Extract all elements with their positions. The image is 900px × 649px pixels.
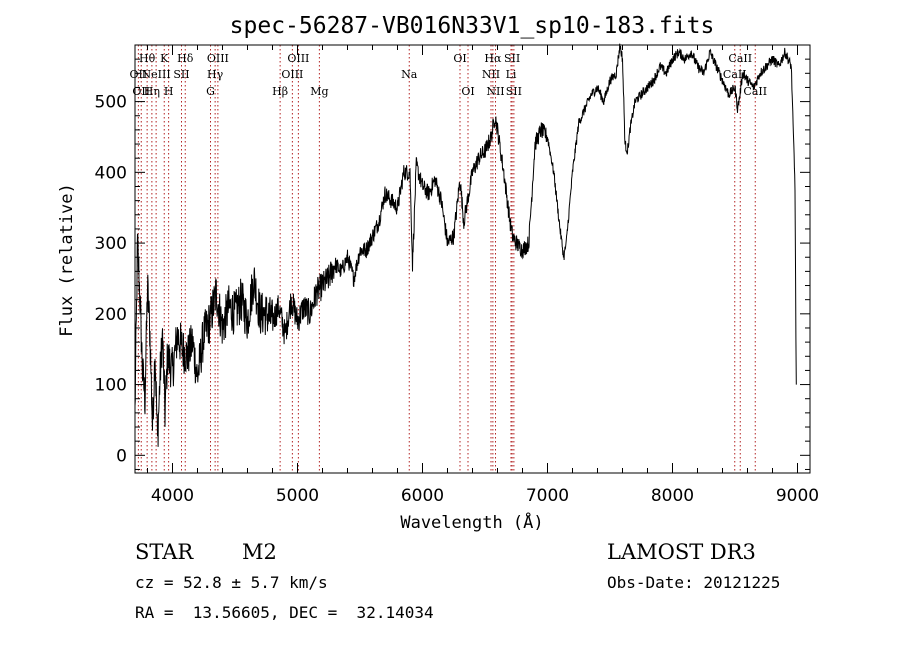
y-axis-label: Flux (relative) — [57, 183, 77, 337]
line-label-16: Na — [401, 68, 418, 81]
line-label-24: SII — [506, 85, 522, 98]
y-tick-label-3: 300 — [95, 234, 127, 254]
coordinates: RA = 13.56605, DEC = 32.14034 — [135, 603, 434, 622]
line-label-18: OI — [461, 85, 474, 98]
line-label-17: OI — [453, 52, 466, 65]
line-label-27: CaII — [743, 85, 767, 98]
line-label-3: Hη — [144, 85, 160, 98]
chart-title: spec-56287-VB016N33V1_sp10-183.fits — [230, 13, 715, 39]
x-tick-label-3: 7000 — [526, 486, 569, 506]
line-label-19: NII — [482, 68, 500, 81]
y-tick-label-5: 500 — [95, 93, 127, 113]
line-label-11: OIII — [207, 52, 229, 65]
line-label-26: CaII — [728, 52, 752, 65]
line-label-25: CaII — [723, 68, 747, 81]
line-label-8: Hδ — [177, 52, 194, 65]
x-tick-label-1: 5000 — [276, 486, 319, 506]
line-label-4: NeIII — [142, 68, 171, 81]
y-axis: 0 100 200 300 400 500 — [95, 58, 810, 470]
redshift-value: cz = 52.8 ± 5.7 km/s — [135, 573, 328, 592]
x-axis-label: Wavelength (Å) — [400, 511, 543, 533]
line-label-1: OII — [132, 85, 150, 98]
observation-date: Obs-Date: 20121225 — [607, 573, 781, 592]
line-label-21: NII — [486, 85, 504, 98]
line-label-5: K — [160, 52, 169, 65]
object-class: STAR — [135, 540, 194, 564]
y-tick-label-2: 200 — [95, 305, 127, 325]
line-label-22: Li — [506, 68, 517, 81]
line-label-12: Hβ — [272, 85, 288, 98]
x-tick-label-4: 8000 — [651, 486, 694, 506]
x-tick-label-5: 9000 — [776, 486, 819, 506]
line-label-13: OIII — [281, 68, 303, 81]
line-labels: OII OII Hθ Hη NeIII K H SII Hδ G Hγ OIII Hβ OIII OIII M… — [130, 52, 768, 98]
y-tick-label-1: 100 — [95, 376, 127, 396]
spectral-subclass: M2 — [242, 540, 277, 564]
y-tick-label-4: 400 — [95, 163, 127, 183]
x-tick-label-0: 4000 — [151, 486, 194, 506]
line-label-14: OIII — [287, 52, 309, 65]
line-markers — [137, 45, 756, 473]
survey-name: LAMOST DR3 — [607, 540, 756, 564]
spectrum-line — [134, 43, 797, 447]
line-label-7: SII — [173, 68, 189, 81]
line-label-20: Hα — [484, 52, 502, 65]
line-label-15: Mg — [310, 85, 328, 98]
line-label-6: H — [164, 85, 174, 98]
line-label-9: G — [206, 85, 215, 98]
line-label-23: SII — [504, 52, 520, 65]
line-label-10: Hγ — [207, 68, 224, 81]
x-axis: 4000 5000 6000 7000 8000 9000 — [147, 45, 819, 506]
y-tick-label-0: 0 — [116, 446, 127, 466]
line-label-2: Hθ — [139, 52, 156, 65]
line-label-0: OII — [130, 68, 148, 81]
x-tick-label-2: 6000 — [401, 486, 444, 506]
